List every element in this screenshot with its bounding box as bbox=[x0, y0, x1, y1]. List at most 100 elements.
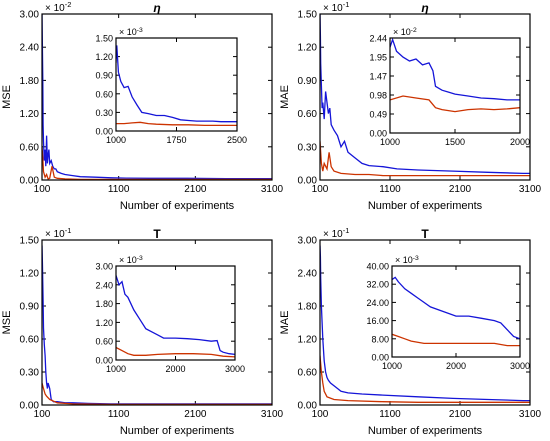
p1i-ytick-label: 1.95 bbox=[369, 53, 387, 63]
p2i-ytick-label: 3.00 bbox=[95, 262, 113, 272]
p0i-exponent: × 10-3 bbox=[119, 27, 143, 38]
p2-ytick-label: 1.20 bbox=[20, 269, 40, 280]
p1i-series-group bbox=[390, 38, 520, 113]
p1i-ytick-label: 0.49 bbox=[369, 110, 387, 120]
p2-ytick-label: 0.90 bbox=[20, 302, 40, 313]
p1-frame bbox=[319, 13, 531, 181]
p3-ytick-label: 0.60 bbox=[298, 368, 318, 379]
p3-xtick-label: 1100 bbox=[379, 409, 401, 420]
p1-series-1-line bbox=[320, 141, 530, 177]
p0-series-group bbox=[42, 14, 272, 180]
p2i-exponent: × 10-3 bbox=[119, 255, 143, 266]
p3-ytick-label: 0.00 bbox=[298, 401, 318, 412]
panel-title: η bbox=[153, 1, 160, 15]
p1i-inset-bg bbox=[390, 38, 520, 133]
x-axis-label: Number of experiments bbox=[368, 425, 483, 437]
p2-series-1-line bbox=[42, 382, 272, 405]
y-axis-label: MAE bbox=[279, 85, 291, 109]
p0i-series-0-line bbox=[116, 45, 237, 123]
p2-frame bbox=[41, 239, 273, 406]
p1i-exponent: × 10-2 bbox=[393, 27, 417, 38]
p0i-ytick-label: 0.00 bbox=[95, 127, 113, 137]
p0-ytick-label: 1.20 bbox=[20, 109, 40, 120]
p3i-series-0-line bbox=[392, 276, 520, 340]
p2i-series-0-line bbox=[116, 275, 235, 356]
p2i-series-1-line bbox=[116, 346, 235, 358]
p3-ytick-label: 2.40 bbox=[298, 269, 318, 280]
p0i-xtick-label: 2500 bbox=[227, 135, 247, 145]
p3-frame bbox=[319, 239, 531, 406]
p2i-xtick-label: 1000 bbox=[106, 364, 126, 374]
p2i-series-group bbox=[116, 275, 235, 358]
p0i-frame bbox=[115, 37, 238, 132]
p1i-series-1-line bbox=[390, 95, 520, 113]
p0-xtick-label: 3100 bbox=[261, 184, 284, 195]
p1i-xtick-label: 1500 bbox=[445, 137, 465, 147]
p0-xtick-label: 1100 bbox=[108, 184, 130, 195]
p2-ytick-label: 0.60 bbox=[20, 335, 40, 346]
p0-xtick-label: 2100 bbox=[184, 184, 207, 195]
p3-ytick-label: 1.20 bbox=[298, 335, 318, 346]
p0i-ytick-label: 0.60 bbox=[95, 89, 113, 99]
p3i-xtick-label: 3000 bbox=[510, 361, 530, 371]
p0-ytick-label: 3.00 bbox=[20, 10, 40, 21]
p3-xtick-label: 2100 bbox=[449, 409, 472, 420]
p2i-ytick-label: 2.40 bbox=[95, 280, 113, 290]
p3i-ytick-label: 8.00 bbox=[371, 334, 389, 344]
p2i-ytick-label: 1.20 bbox=[95, 318, 113, 328]
p2-series-group bbox=[42, 245, 272, 405]
p1-ytick-label: 0.60 bbox=[298, 109, 318, 120]
p0-xtick-label: 100 bbox=[34, 184, 51, 195]
p1-ytick-label: 0.30 bbox=[298, 142, 318, 153]
p3i-xtick-label: 1000 bbox=[382, 361, 402, 371]
panel-title: η bbox=[421, 1, 428, 15]
panel-0: 0.00 0.60 1.20 1.80 2.40 3.00 100 1100 2100 3100 ×… bbox=[1, 0, 284, 212]
p0-series-1-line bbox=[42, 146, 272, 180]
p3i-frame bbox=[391, 265, 521, 358]
p1i-frame bbox=[389, 37, 521, 134]
p2i-ytick-label: 1.80 bbox=[95, 299, 113, 309]
p2i-xtick-label: 3000 bbox=[225, 364, 245, 374]
p1i-ytick-label: 1.47 bbox=[369, 72, 387, 82]
p3-exponent: × 10-1 bbox=[323, 226, 349, 241]
p0-ytick-label: 0.00 bbox=[20, 176, 40, 187]
y-axis-label: MAE bbox=[279, 311, 291, 335]
p2i-ytick-label: 0.60 bbox=[95, 337, 113, 347]
y-axis-label: MSE bbox=[1, 311, 13, 335]
p3-xtick-label: 100 bbox=[312, 409, 329, 420]
p1-xtick-label: 100 bbox=[312, 184, 329, 195]
p0i-ytick-label: 0.30 bbox=[95, 108, 113, 118]
p0-series-0-line bbox=[42, 14, 272, 180]
panel-1: 0.00 0.30 0.60 0.90 1.20 1.50 100 1100 2100 3100 ×… bbox=[279, 0, 542, 212]
p2-ytick-label: 0.00 bbox=[20, 401, 40, 412]
p0-ytick-label: 1.80 bbox=[20, 76, 40, 87]
p3i-xtick-label: 2000 bbox=[446, 361, 466, 371]
p1-series-group bbox=[320, 14, 530, 177]
p2-xtick-label: 100 bbox=[34, 409, 51, 420]
p3-series-group bbox=[320, 245, 530, 403]
p0-ytick-label: 0.60 bbox=[20, 142, 40, 153]
p3i-series-1-line bbox=[392, 333, 520, 347]
p2-xtick-label: 3100 bbox=[261, 409, 284, 420]
x-axis-label: Number of experiments bbox=[368, 200, 483, 212]
p1i-ytick-label: 0.98 bbox=[369, 91, 387, 101]
p1-ytick-label: 1.50 bbox=[298, 10, 318, 21]
p3i-series-group bbox=[392, 276, 520, 347]
p0i-series-1-line bbox=[116, 121, 237, 127]
p2-xtick-label: 1100 bbox=[108, 409, 130, 420]
p0i-inset-bg bbox=[116, 38, 237, 131]
p3i-ytick-label: 16.00 bbox=[366, 316, 389, 326]
p3i-ytick-label: 0.00 bbox=[371, 353, 389, 363]
y-axis-label: MSE bbox=[1, 85, 13, 109]
p3-ytick-label: 1.80 bbox=[298, 302, 318, 313]
p1i-xtick-label: 1000 bbox=[380, 137, 400, 147]
p1-ytick-label: 1.20 bbox=[298, 43, 318, 54]
panel-title: T bbox=[421, 227, 429, 241]
p3-series-1-line bbox=[320, 355, 530, 403]
p1i-series-0-line bbox=[390, 38, 520, 101]
p2i-ytick-label: 0.00 bbox=[95, 356, 113, 366]
p2-ytick-label: 1.50 bbox=[20, 236, 40, 247]
p0i-xtick-label: 1000 bbox=[106, 135, 126, 145]
p0i-series-group bbox=[116, 45, 237, 127]
